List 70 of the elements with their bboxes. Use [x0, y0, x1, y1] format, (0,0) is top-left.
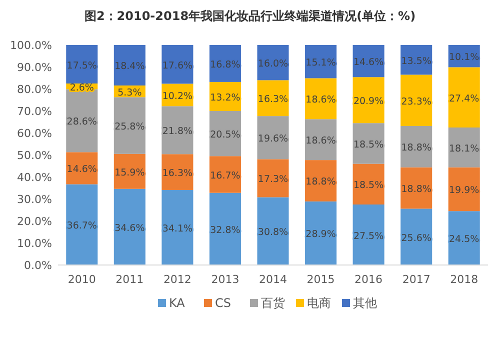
data-label: 34.6% — [114, 222, 145, 234]
data-label: 16.7% — [210, 170, 240, 182]
legend-label: 百货 — [261, 296, 285, 310]
data-label: 18.6% — [306, 136, 336, 147]
x-tick-label: 2010 — [68, 273, 96, 286]
y-tick-label: 20.0% — [17, 215, 52, 228]
data-label: 24.5% — [449, 234, 480, 246]
data-label: 30.8% — [258, 227, 288, 238]
data-label: 17.5% — [66, 60, 97, 72]
x-tick-label: 2015 — [306, 273, 335, 286]
y-tick-label: 60.0% — [17, 127, 52, 140]
data-label: 10.1% — [449, 52, 480, 64]
data-label: 14.6% — [353, 57, 384, 68]
data-label: 36.7% — [66, 220, 97, 232]
data-label: 17.3% — [258, 174, 288, 186]
data-label: 13.5% — [401, 56, 432, 67]
data-label: 20.5% — [210, 130, 240, 141]
data-label: 13.2% — [210, 92, 240, 104]
x-tick-label: 2011 — [116, 273, 144, 286]
y-tick-label: 10.0% — [17, 237, 52, 250]
x-tick-label: 2016 — [354, 273, 383, 286]
x-tick-label: 2013 — [211, 273, 240, 286]
data-label: 27.4% — [449, 93, 480, 104]
y-tick-label: 0.0% — [24, 259, 52, 272]
data-label: 17.6% — [162, 60, 193, 72]
y-tick-label: 70.0% — [17, 105, 52, 118]
data-label: 18.8% — [306, 176, 336, 188]
data-label: 25.6% — [401, 232, 432, 244]
data-label: 21.8% — [162, 126, 193, 138]
data-label: 27.5% — [353, 230, 384, 242]
data-label: 5.3% — [118, 87, 142, 98]
legend-label: CS — [215, 296, 231, 310]
y-tick-label: 50.0% — [17, 149, 52, 162]
data-label: 18.6% — [306, 94, 336, 106]
x-tick-label: 2018 — [450, 273, 478, 286]
data-label: 16.0% — [258, 58, 288, 70]
data-label: 16.3% — [258, 94, 288, 106]
data-label: 28.6% — [66, 116, 97, 128]
data-label: 25.8% — [114, 122, 145, 133]
data-label: 34.1% — [162, 223, 193, 234]
y-tick-label: 40.0% — [17, 171, 52, 184]
data-label: 18.5% — [353, 139, 384, 150]
data-label: 19.6% — [258, 134, 288, 145]
data-label: 15.1% — [306, 58, 336, 69]
data-label: 15.9% — [114, 167, 145, 178]
legend-label: KA — [169, 296, 186, 310]
data-label: 23.3% — [401, 96, 432, 108]
data-label: 18.4% — [114, 61, 145, 72]
x-tick-label: 2012 — [163, 273, 192, 286]
y-tick-label: 90.0% — [17, 61, 52, 74]
data-label: 18.8% — [401, 142, 432, 154]
chart-title: 图2：2010-2018年我国化妆品行业终端渠道情况(单位：%) — [84, 9, 416, 23]
data-label: 14.6% — [66, 164, 97, 176]
data-label: 18.8% — [401, 184, 432, 195]
data-label: 20.9% — [353, 96, 384, 108]
data-label: 19.9% — [449, 185, 480, 196]
data-label: 28.9% — [306, 229, 336, 240]
x-tick-label: 2017 — [402, 273, 430, 286]
data-label: 18.1% — [449, 143, 480, 154]
y-tick-label: 30.0% — [17, 193, 52, 206]
data-label: 18.5% — [353, 180, 384, 192]
data-label: 16.8% — [210, 59, 240, 70]
data-label: 10.2% — [162, 90, 193, 102]
legend-label: 其他 — [353, 296, 377, 310]
legend-label: 电商 — [307, 296, 331, 310]
y-tick-label: 80.0% — [17, 83, 52, 96]
y-tick-label: 100.0% — [10, 39, 52, 52]
data-label: 32.8% — [210, 224, 240, 236]
data-label: 16.3% — [162, 168, 193, 180]
x-tick-label: 2014 — [259, 273, 287, 286]
